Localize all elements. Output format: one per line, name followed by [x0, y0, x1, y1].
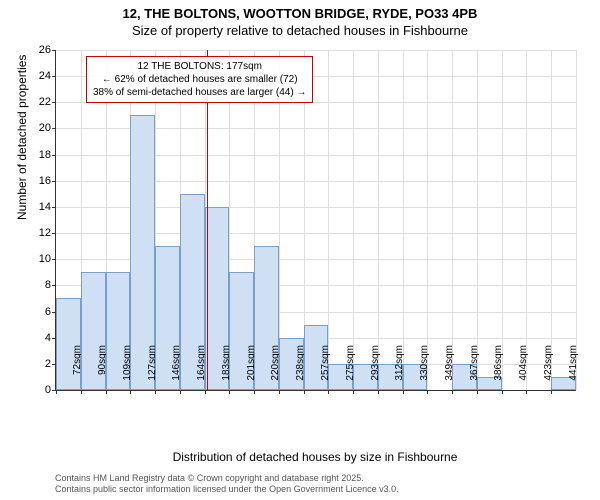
- ytick-mark: [52, 233, 56, 234]
- xtick-mark: [155, 390, 156, 394]
- gridline-v: [526, 50, 527, 390]
- xtick-mark: [56, 390, 57, 394]
- ytick-label: 20: [21, 122, 51, 134]
- xtick-mark: [130, 390, 131, 394]
- ytick-mark: [52, 76, 56, 77]
- ytick-mark: [52, 181, 56, 182]
- title-line2: Size of property relative to detached ho…: [0, 21, 600, 38]
- gridline-v: [452, 50, 453, 390]
- ytick-mark: [52, 207, 56, 208]
- ytick-label: 26: [21, 44, 51, 56]
- ytick-label: 16: [21, 175, 51, 187]
- ytick-mark: [52, 128, 56, 129]
- ytick-label: 18: [21, 149, 51, 161]
- xtick-mark: [180, 390, 181, 394]
- xtick-label: 404sqm: [518, 345, 529, 395]
- ytick-label: 14: [21, 201, 51, 213]
- ytick-label: 8: [21, 279, 51, 291]
- xtick-mark: [328, 390, 329, 394]
- xtick-mark: [526, 390, 527, 394]
- gridline-v: [551, 50, 552, 390]
- xtick-mark: [502, 390, 503, 394]
- gridline-v: [477, 50, 478, 390]
- ytick-label: 22: [21, 96, 51, 108]
- ytick-mark: [52, 285, 56, 286]
- gridline-v: [576, 50, 577, 390]
- chart-area: Number of detached properties 0246810121…: [55, 50, 575, 390]
- ytick-mark: [52, 155, 56, 156]
- xtick-label: 330sqm: [419, 345, 430, 395]
- ytick-mark: [52, 102, 56, 103]
- ytick-label: 24: [21, 70, 51, 82]
- xtick-mark: [353, 390, 354, 394]
- gridline-v: [328, 50, 329, 390]
- gridline-h: [56, 50, 576, 51]
- gridline-v: [378, 50, 379, 390]
- gridline-v: [353, 50, 354, 390]
- title-line1: 12, THE BOLTONS, WOOTTON BRIDGE, RYDE, P…: [0, 0, 600, 21]
- xtick-mark: [551, 390, 552, 394]
- annotation-line3: 38% of semi-detached houses are larger (…: [93, 86, 306, 99]
- ytick-label: 12: [21, 227, 51, 239]
- x-axis-label: Distribution of detached houses by size …: [55, 450, 575, 464]
- ytick-label: 0: [21, 384, 51, 396]
- xtick-mark: [477, 390, 478, 394]
- footer: Contains HM Land Registry data © Crown c…: [55, 473, 399, 496]
- gridline-v: [403, 50, 404, 390]
- xtick-label: 386sqm: [493, 345, 504, 395]
- xtick-mark: [279, 390, 280, 394]
- xtick-mark: [254, 390, 255, 394]
- xtick-mark: [427, 390, 428, 394]
- annotation-box: 12 THE BOLTONS: 177sqm← 62% of detached …: [86, 56, 313, 103]
- footer-line2: Contains public sector information licen…: [55, 484, 399, 496]
- gridline-v: [502, 50, 503, 390]
- ytick-label: 10: [21, 253, 51, 265]
- annotation-line1: 12 THE BOLTONS: 177sqm: [93, 60, 306, 73]
- xtick-mark: [106, 390, 107, 394]
- ytick-label: 2: [21, 358, 51, 370]
- xtick-label: 441sqm: [568, 345, 579, 395]
- xtick-mark: [205, 390, 206, 394]
- ytick-mark: [52, 50, 56, 51]
- xtick-mark: [403, 390, 404, 394]
- xtick-mark: [378, 390, 379, 394]
- xtick-mark: [304, 390, 305, 394]
- gridline-v: [427, 50, 428, 390]
- ytick-label: 4: [21, 332, 51, 344]
- annotation-line2: ← 62% of detached houses are smaller (72…: [93, 73, 306, 86]
- xtick-mark: [452, 390, 453, 394]
- xtick-mark: [229, 390, 230, 394]
- xtick-mark: [81, 390, 82, 394]
- plot: 0246810121416182022242672sqm90sqm109sqm1…: [55, 50, 576, 391]
- ytick-mark: [52, 259, 56, 260]
- footer-line1: Contains HM Land Registry data © Crown c…: [55, 473, 399, 485]
- ytick-label: 6: [21, 306, 51, 318]
